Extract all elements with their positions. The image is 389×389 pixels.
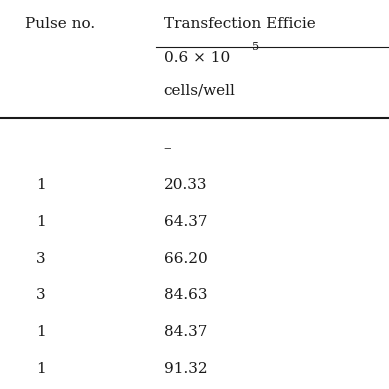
Text: 3: 3 bbox=[36, 252, 46, 266]
Text: 1: 1 bbox=[36, 178, 46, 192]
Text: 1: 1 bbox=[36, 362, 46, 376]
Text: 66.20: 66.20 bbox=[164, 252, 207, 266]
Text: Transfection Efficie: Transfection Efficie bbox=[164, 17, 315, 31]
Text: 91.32: 91.32 bbox=[164, 362, 207, 376]
Text: 84.37: 84.37 bbox=[164, 325, 207, 339]
Text: 20.33: 20.33 bbox=[164, 178, 207, 192]
Text: 3: 3 bbox=[36, 288, 46, 302]
Text: 84.63: 84.63 bbox=[164, 288, 207, 302]
Text: cells/well: cells/well bbox=[164, 84, 235, 98]
Text: Pulse no.: Pulse no. bbox=[25, 17, 95, 31]
Text: 0.6 × 10: 0.6 × 10 bbox=[164, 51, 230, 65]
Text: –: – bbox=[164, 142, 171, 156]
Text: 1: 1 bbox=[36, 325, 46, 339]
Text: 5: 5 bbox=[252, 42, 259, 53]
Text: 1: 1 bbox=[36, 215, 46, 229]
Text: 64.37: 64.37 bbox=[164, 215, 207, 229]
